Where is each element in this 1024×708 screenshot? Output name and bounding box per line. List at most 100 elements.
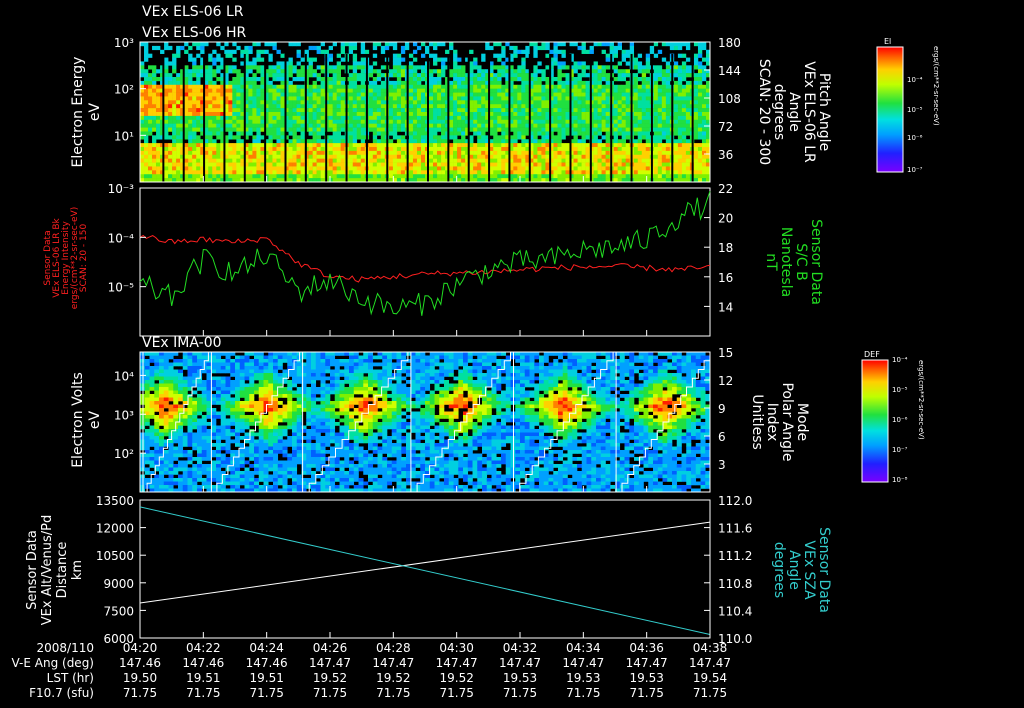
- spectrogram-cell: [220, 61, 225, 66]
- spectrogram-cell: [469, 147, 474, 152]
- spectrogram-cell: [521, 119, 526, 124]
- spectrogram-cell: [244, 147, 249, 152]
- spectrogram-cell: [140, 150, 145, 156]
- spectrogram-cell: [557, 158, 562, 163]
- spectrogram-cell: [621, 84, 626, 89]
- spectrogram-cell: [197, 404, 203, 409]
- spectrogram-cell: [192, 115, 197, 121]
- spectrogram-cell: [517, 135, 522, 140]
- spectrogram-cell: [182, 397, 188, 402]
- spectrogram-cell: [220, 92, 225, 97]
- spectrogram-cell: [445, 135, 450, 140]
- spectrogram-cell: [284, 112, 289, 117]
- spectrogram-cell: [589, 45, 594, 51]
- spectrogram-cell: [505, 100, 510, 105]
- spectrogram-cell: [485, 84, 490, 89]
- spectrogram-cell: [681, 104, 687, 109]
- spectrogram-cell: [197, 369, 203, 374]
- spectrogram-cell: [541, 154, 546, 159]
- spectrogram-cell: [178, 478, 184, 482]
- spectrogram-cell: [308, 69, 313, 74]
- spectrogram-cell: [292, 119, 297, 124]
- spectrogram-cell: [320, 150, 325, 156]
- spectrogram-cell: [513, 158, 518, 163]
- spectrogram-cell: [288, 61, 293, 66]
- spectrogram-cell: [187, 478, 193, 482]
- spectrogram-cell: [517, 96, 522, 101]
- spectrogram-cell: [685, 45, 691, 51]
- spectrogram-cell: [212, 147, 217, 152]
- spectrogram-cell: [513, 92, 518, 97]
- spectrogram-cell: [376, 150, 382, 156]
- spectrogram-cell: [697, 73, 703, 78]
- spectrogram-cell: [160, 77, 165, 82]
- spectrogram-cell: [681, 162, 687, 167]
- spectrogram-cell: [525, 131, 530, 136]
- spectrogram-cell: [149, 478, 155, 482]
- spectrogram-cell: [705, 69, 711, 74]
- spectrogram-cell: [605, 154, 610, 159]
- spectrogram-cell: [182, 422, 188, 426]
- spectrogram-cell: [529, 108, 534, 113]
- spectrogram-cell: [665, 69, 671, 74]
- spectrogram-cell: [156, 96, 161, 101]
- spectrogram-cell: [149, 450, 155, 454]
- spectrogram-cell: [159, 401, 165, 405]
- spectrogram-cell: [469, 108, 474, 113]
- spectrogram-cell: [589, 49, 594, 54]
- spectrogram-cell: [653, 88, 659, 93]
- spectrogram-cell: [693, 77, 699, 82]
- spectrogram-cell: [144, 57, 149, 62]
- spectrogram-cell: [163, 488, 169, 493]
- spectrogram-cell: [517, 147, 522, 152]
- spectrogram-cell: [312, 123, 317, 128]
- spectrogram-cell: [497, 166, 502, 171]
- spectrogram-cell: [705, 135, 711, 140]
- spectrogram-cell: [187, 418, 193, 423]
- spectrogram-cell: [469, 166, 474, 171]
- spectrogram-cell: [673, 158, 679, 163]
- spectrogram-cell: [469, 162, 474, 167]
- spectrogram-cell: [288, 92, 293, 97]
- spectrogram-cell: [168, 88, 173, 93]
- spectrogram-cell: [168, 355, 174, 360]
- spectrogram-cell: [637, 65, 643, 70]
- spectrogram-cell: [240, 104, 245, 109]
- spectrogram-cell: [252, 154, 257, 159]
- spectrogram-cell: [677, 178, 683, 183]
- spectrogram-cell: [408, 178, 414, 183]
- spectrogram-cell: [159, 453, 165, 458]
- spectrogram-cell: [437, 88, 442, 93]
- spectrogram-cell: [433, 158, 438, 163]
- spectrogram-cell: [533, 147, 538, 152]
- spectrogram-cell: [201, 457, 207, 461]
- spectrogram-cell: [176, 45, 181, 51]
- spectrogram-cell: [200, 65, 205, 70]
- spectrogram-cell: [252, 135, 257, 140]
- spectrogram-cell: [168, 162, 173, 167]
- spectrogram-cell: [216, 154, 221, 159]
- spectrogram-cell: [549, 135, 554, 140]
- spectrogram-cell: [216, 53, 221, 58]
- spectrogram-cell: [156, 170, 161, 175]
- spectrogram-cell: [673, 147, 679, 152]
- spectrogram-cell: [625, 96, 631, 101]
- spectrogram-cell: [641, 162, 647, 167]
- spectrogram-cell: [617, 96, 622, 101]
- spectrogram-cell: [244, 73, 249, 78]
- spectrogram-cell: [368, 69, 374, 74]
- spectrogram-cell: [180, 115, 185, 121]
- spectrogram-cell: [541, 170, 546, 175]
- spectrogram-cell: [493, 147, 498, 152]
- spectrogram-cell: [240, 53, 245, 58]
- spectrogram-cell: [433, 61, 438, 66]
- spectrogram-cell: [187, 355, 193, 360]
- spectrogram-cell: [368, 123, 374, 128]
- spectrogram-cell: [380, 127, 386, 132]
- spectrogram-cell: [521, 139, 526, 144]
- spectrogram-cell: [272, 166, 277, 171]
- spectrogram-cell: [521, 88, 526, 93]
- spectrogram-cell: [182, 411, 188, 416]
- spectrogram-cell: [420, 150, 426, 156]
- spectrogram-cell: [160, 162, 165, 167]
